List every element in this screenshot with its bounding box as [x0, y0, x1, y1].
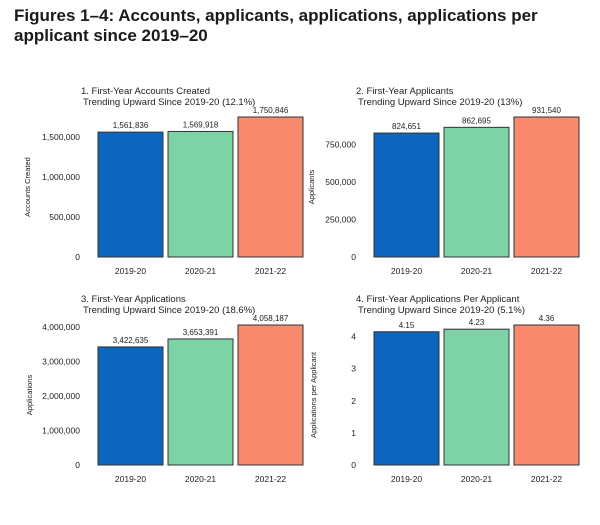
- bar-2019-20: [97, 346, 164, 466]
- y-tick-label: 4: [351, 332, 356, 342]
- chart-subtitle: Trending Upward Since 2019-20 (18.6%): [83, 305, 255, 316]
- y-tick-label: 500,000: [49, 212, 80, 222]
- y-axis-label: Applications per Applicant: [309, 351, 318, 438]
- bar-2020-21: [167, 338, 234, 466]
- x-tick-label: 2019-20: [115, 266, 146, 276]
- x-tick-label: 2020-21: [185, 266, 216, 276]
- figure-title: Figures 1–4: Accounts, applicants, appli…: [14, 6, 538, 45]
- y-axis-label: Accounts Created: [23, 157, 32, 217]
- x-tick-label: 2020-21: [461, 474, 492, 484]
- data-label: 862,695: [462, 116, 491, 125]
- data-label: 824,651: [392, 122, 421, 131]
- x-tick-label: 2021-22: [531, 266, 562, 276]
- data-label: 3,653,391: [183, 328, 219, 337]
- chart-subtitle: Trending Upward Since 2019-20 (13%): [358, 97, 522, 108]
- y-tick-label: 3,000,000: [42, 357, 80, 367]
- y-axis-label: Applications: [25, 375, 34, 416]
- y-tick-label: 2: [351, 396, 356, 406]
- bar-2021-22: [513, 116, 580, 258]
- bar-2019-20: [97, 131, 164, 258]
- chart-subtitle: Trending Upward Since 2019-20 (12.1%): [83, 97, 255, 108]
- x-tick-label: 2019-20: [391, 474, 422, 484]
- data-label: 1,750,846: [253, 106, 289, 115]
- y-tick-label: 1: [351, 428, 356, 438]
- y-tick-label: 500,000: [325, 177, 356, 187]
- bar-2019-20: [373, 331, 440, 466]
- y-tick-label: 3: [351, 364, 356, 374]
- y-tick-label: 1,000,000: [42, 426, 80, 436]
- x-tick-label: 2020-21: [461, 266, 492, 276]
- bar-2020-21: [167, 130, 234, 258]
- y-tick-label: 0: [351, 252, 356, 262]
- data-label: 4,058,187: [253, 314, 289, 323]
- y-axis-label: Applicants: [307, 169, 316, 204]
- x-tick-label: 2021-22: [531, 474, 562, 484]
- data-label: 1,569,918: [183, 120, 219, 129]
- y-tick-label: 750,000: [325, 139, 356, 149]
- x-tick-label: 2019-20: [391, 266, 422, 276]
- chart-title: 2. First-Year Applicants: [356, 86, 454, 97]
- y-tick-label: 0: [75, 460, 80, 470]
- data-label: 4.36: [539, 314, 555, 323]
- data-label: 931,540: [532, 106, 561, 115]
- data-label: 1,561,836: [113, 121, 149, 130]
- bar-2021-22: [513, 324, 580, 466]
- chart-subtitle: Trending Upward Since 2019-20 (5.1%): [358, 305, 525, 316]
- y-tick-label: 4,000,000: [42, 322, 80, 332]
- bar-2021-22: [237, 324, 304, 466]
- x-tick-label: 2019-20: [115, 474, 146, 484]
- bar-2019-20: [373, 132, 440, 258]
- chart-title: 3. First-Year Applications: [81, 294, 186, 305]
- y-tick-label: 0: [75, 252, 80, 262]
- y-tick-label: 0: [351, 460, 356, 470]
- bar-2020-21: [443, 328, 510, 466]
- x-tick-label: 2020-21: [185, 474, 216, 484]
- data-label: 3,422,635: [113, 336, 149, 345]
- x-tick-label: 2021-22: [255, 474, 286, 484]
- y-tick-label: 2,000,000: [42, 391, 80, 401]
- x-tick-label: 2021-22: [255, 266, 286, 276]
- y-tick-label: 1,500,000: [42, 132, 80, 142]
- bar-2020-21: [443, 126, 510, 258]
- data-label: 4.15: [399, 321, 415, 330]
- chart-applications-per-applicant: 4. First-Year Applications Per Applicant…: [309, 294, 580, 484]
- y-tick-label: 1,000,000: [42, 172, 80, 182]
- data-label: 4.23: [469, 318, 485, 327]
- bar-2021-22: [237, 116, 304, 258]
- chart-title: 1. First-Year Accounts Created: [81, 86, 210, 97]
- y-tick-label: 250,000: [325, 214, 356, 224]
- chart-title: 4. First-Year Applications Per Applicant: [356, 294, 520, 305]
